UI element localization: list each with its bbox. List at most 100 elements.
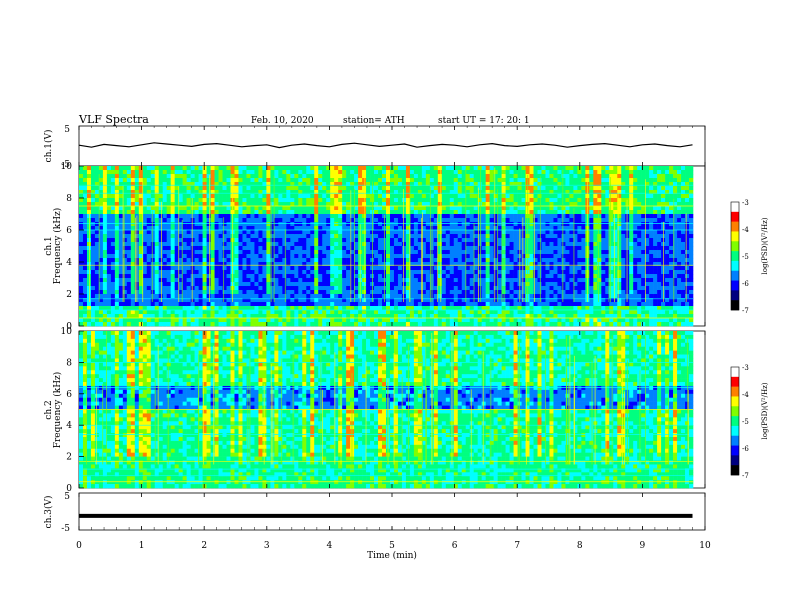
spectrogram-cell — [413, 182, 419, 187]
spectrogram-cell — [178, 186, 183, 191]
spectrogram-cell — [433, 166, 439, 171]
spectrogram-cell — [170, 214, 175, 219]
spectrogram-cell — [194, 242, 199, 247]
spectrogram-cell — [362, 278, 367, 283]
spectrogram-cell — [549, 226, 554, 231]
spectrogram-cell — [290, 218, 295, 223]
spectrogram-cell — [170, 170, 175, 175]
spectrogram-cell — [413, 222, 419, 227]
spectrogram-cell — [350, 258, 355, 263]
spectrogram-cell — [401, 290, 407, 295]
spectrogram-cell — [258, 230, 263, 235]
spectrogram-cell — [338, 290, 343, 295]
spectrogram-cell — [346, 226, 351, 231]
spectrogram-cell — [409, 270, 415, 275]
spectrogram-cell — [82, 246, 88, 251]
spectrogram-cell — [529, 166, 534, 171]
spectrogram-cell — [521, 238, 526, 243]
spectrogram-cell — [397, 178, 403, 183]
spectrogram-cell — [457, 278, 463, 283]
spectrogram-cell — [94, 254, 100, 259]
spectrogram-cell — [469, 186, 475, 191]
spectrogram-cell — [541, 290, 546, 295]
spectrogram-cell — [110, 234, 116, 239]
spectrogram-cell — [545, 226, 550, 231]
spectrogram-cell — [170, 254, 175, 259]
spectrogram-cell — [318, 218, 323, 223]
spectrogram-cell — [449, 178, 455, 183]
spectrogram-cell — [214, 258, 219, 263]
spectrogram-cell — [162, 222, 168, 227]
spectrogram-cell — [401, 246, 407, 251]
spectrogram-cell — [485, 294, 490, 299]
spectrogram-cell — [469, 226, 475, 231]
spectrogram-cell — [513, 298, 518, 303]
spectrogram-cell — [437, 274, 443, 279]
spectrogram-cell — [270, 286, 275, 291]
spectrogram-cell — [294, 194, 299, 199]
spectrogram-cell — [545, 274, 550, 279]
spectrogram-cell — [413, 238, 419, 243]
spectrogram-cell — [162, 226, 168, 231]
spectrogram-cell — [302, 266, 307, 271]
spectrogram-cell — [266, 170, 271, 175]
spectrogram-cell — [346, 250, 351, 255]
spectrogram-cell — [362, 230, 367, 235]
spectrogram-cell — [445, 170, 451, 175]
spectrogram-cell — [114, 286, 120, 291]
spectrogram-cell — [298, 186, 303, 191]
spectrogram-cell — [150, 198, 156, 203]
spectrogram-cell — [270, 266, 275, 271]
spectrogram-cell — [561, 202, 566, 207]
spectrogram-cell — [310, 226, 315, 231]
spectrogram-cell — [370, 322, 375, 327]
spectrogram-cell — [258, 266, 263, 271]
spectrogram-cell — [397, 294, 403, 299]
spectrogram-cell — [565, 306, 570, 311]
spectrogram-cell — [234, 314, 239, 319]
spectrogram-cell — [358, 182, 363, 187]
spectrogram-cell — [98, 278, 104, 283]
spectrogram-cell — [386, 258, 391, 263]
spectrogram-cell — [362, 246, 367, 251]
spectrogram-cell — [561, 242, 566, 247]
spectrogram-cell — [569, 314, 574, 319]
spectrogram-cell — [266, 238, 271, 243]
spectrogram-cell — [405, 278, 411, 283]
spectrogram-cell — [290, 214, 295, 219]
spectrogram-cell — [501, 166, 506, 171]
spectrogram-cell — [553, 258, 558, 263]
spectrogram-cell — [513, 194, 518, 199]
spectrogram-cell — [481, 266, 486, 271]
spectrogram-cell — [362, 190, 367, 195]
spectrogram-cell — [517, 218, 522, 223]
spectrogram-cell — [350, 310, 355, 315]
spectrogram-cell — [86, 206, 92, 211]
spectrogram-cell — [537, 202, 542, 207]
spectrogram-cell — [202, 242, 207, 247]
spectrogram-cell — [374, 318, 379, 323]
spectrogram-cell — [505, 278, 510, 283]
spectrogram-cell — [134, 190, 140, 195]
spectrogram-cell — [393, 214, 399, 219]
spectrogram-cell — [230, 306, 235, 311]
spectrogram-cell — [258, 202, 263, 207]
spectrogram-cell — [246, 230, 251, 235]
spectrogram-cell — [214, 314, 219, 319]
spectrogram-cell — [86, 234, 92, 239]
spectrogram-cell — [409, 230, 415, 235]
spectrogram-cell — [477, 274, 482, 279]
spectrogram-cell — [222, 286, 227, 291]
spectrogram-cell — [465, 166, 471, 171]
spectrogram-cell — [138, 318, 144, 323]
spectrogram-cell — [150, 242, 156, 247]
spectrogram-cell — [254, 282, 259, 287]
spectrogram-cell — [473, 194, 478, 199]
spectrogram-cell — [102, 310, 108, 315]
spectrogram-cell — [513, 322, 518, 327]
spectrogram-cell — [302, 298, 307, 303]
spectrogram-cell — [114, 230, 120, 235]
spectrogram-cell — [382, 206, 387, 211]
spectrogram-cell — [254, 182, 259, 187]
spectrogram-cell — [417, 314, 423, 319]
